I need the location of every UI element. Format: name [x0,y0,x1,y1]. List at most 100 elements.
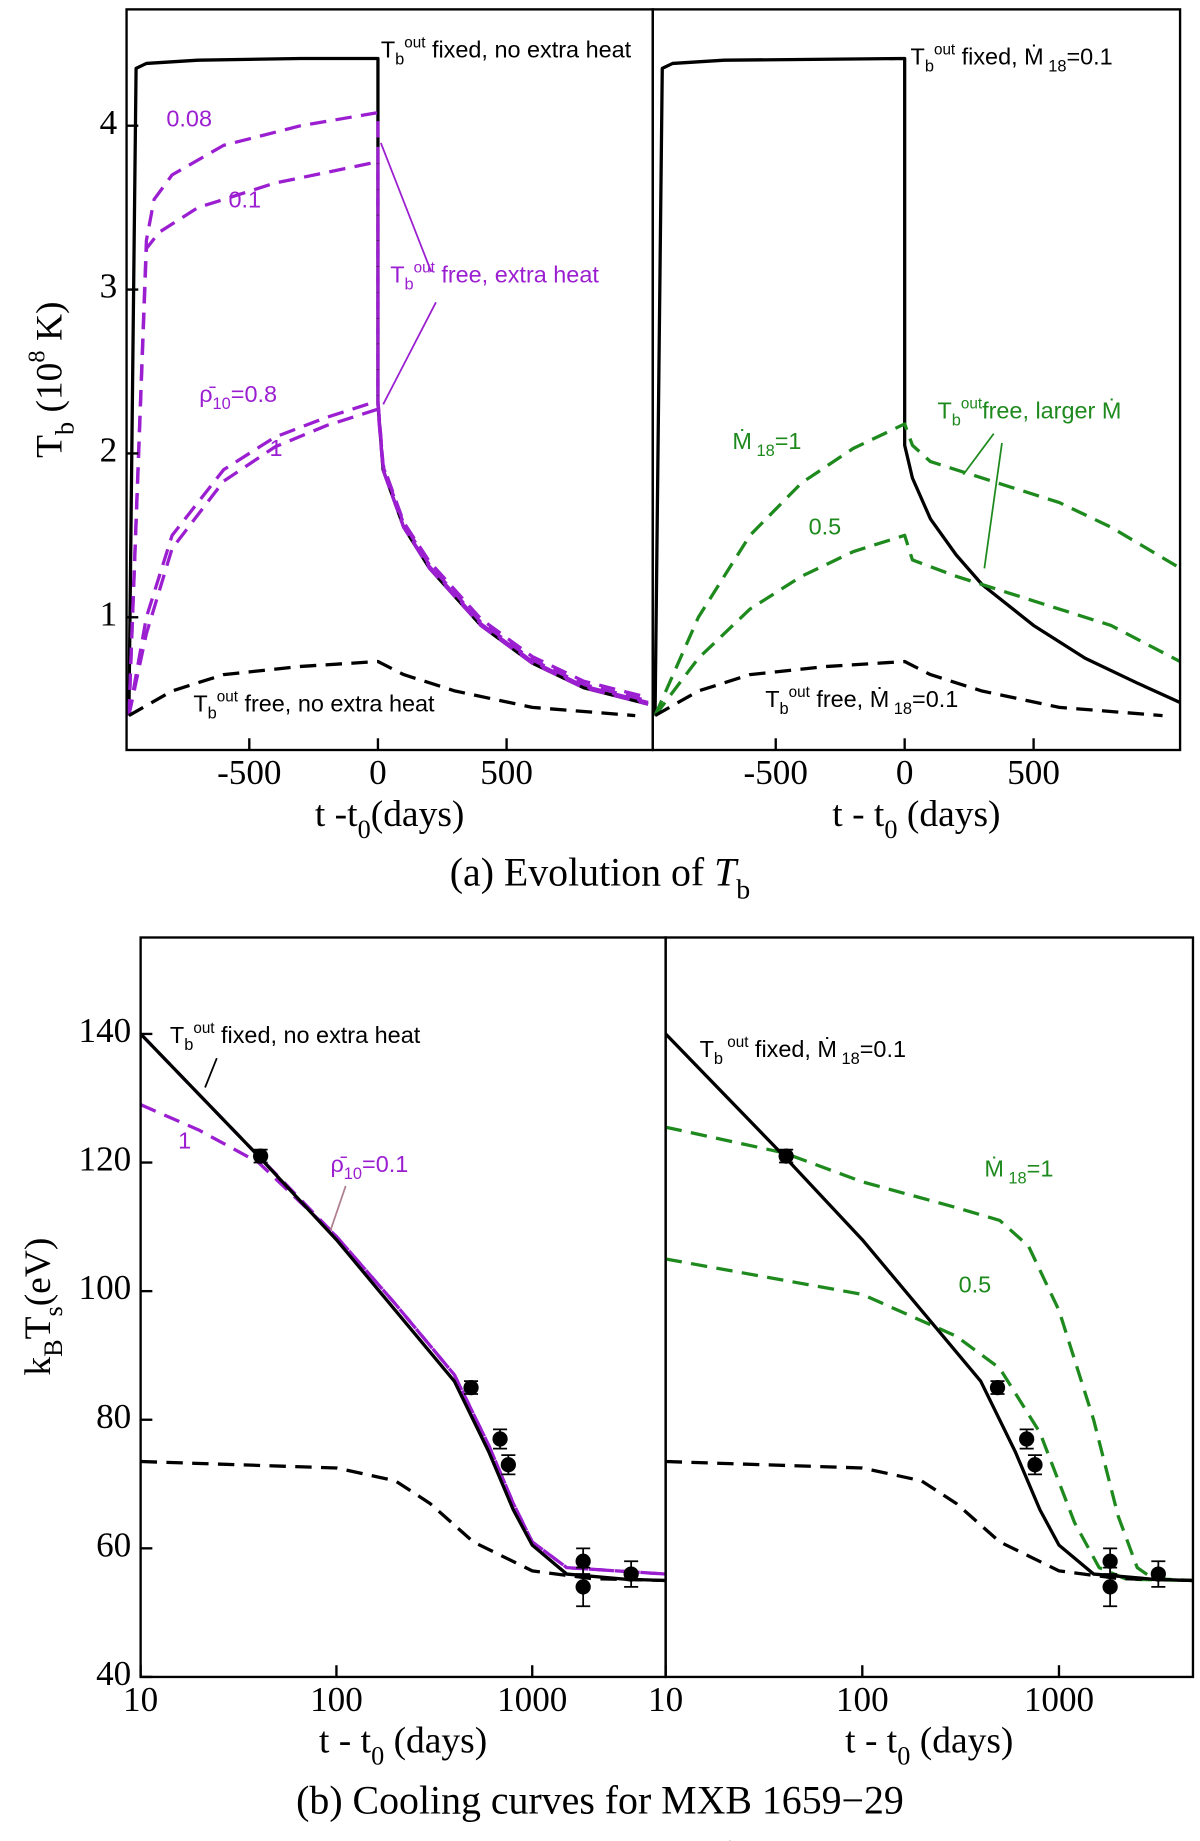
text-part: T [911,44,925,70]
annotation: 0.08 [166,106,212,132]
curve [127,407,649,716]
text-part: b [184,1036,193,1054]
text-part: fixed, Ṁ [748,1036,837,1062]
x-tick-label: 100 [310,1680,363,1719]
text-part: out [961,395,983,412]
data-point [623,1566,639,1582]
frame [651,8,1182,752]
curve [127,160,649,716]
text-part: T [700,1036,714,1062]
annotation: Tb out free, Ṁ 18=0.1 [683,1838,880,1841]
y-tick-label: 40 [96,1654,131,1693]
annotation: Ṁ 18=1 [732,428,801,460]
text-part: out [404,34,426,51]
text-part: out [193,1020,215,1037]
text-part: (days) [384,1720,487,1761]
text-part: 8 [24,350,51,362]
y-tick-label: 80 [96,1397,131,1436]
text-part: 0.08 [166,106,212,132]
x-tick-label: 500 [1007,753,1060,792]
text-part: s [39,1306,68,1316]
leader-line [204,1057,218,1088]
text-part: T [381,37,395,63]
data-point [252,1148,269,1164]
x-tick-label: 10 [648,1680,683,1719]
curve [653,56,1181,716]
y-tick-label: 60 [96,1525,131,1564]
x-tick-label: 500 [480,753,533,792]
data-point [575,1553,591,1569]
x-axis-label: t - t0 (days) [832,793,1000,843]
text-part: free, no extra heat [238,691,435,717]
curve [127,110,649,716]
y-tick-label: 120 [79,1140,132,1179]
annotation: ρ̄10=0.8 [199,381,277,413]
text-part: b [780,700,789,718]
text-part: 0.1 [229,187,262,213]
text-part: (b) Cooling curves for MXB 1659−29 [296,1778,904,1823]
x-tick-label: 0 [896,753,914,792]
text-part: =0.1 [860,1036,906,1062]
text-part: 0 [884,814,897,843]
text-part: b [714,1050,723,1068]
text-part: T [29,435,70,458]
text-part: Ṁ [984,1156,1004,1182]
curve [128,659,636,718]
y-tick-label: 3 [100,267,118,306]
leader-line [382,301,437,405]
curve [140,1459,666,1583]
x-tick-label: -500 [217,753,281,792]
curve [665,1257,1193,1583]
leader-line [983,442,1003,569]
leader-line [380,142,433,273]
text-part: 18 [889,700,912,718]
text-part: T [193,691,207,717]
panel: 10 100 1000 t - t0 (days) Tb out fixed, Ṁ 18… [648,936,1195,1841]
x-axis-label: t - t0 (days) [319,1720,487,1770]
text-part: =1 [775,428,802,454]
x-tick-label: 1000 [497,1680,567,1719]
text-part: 10 [344,1165,362,1183]
text-part: 18 [837,1050,860,1068]
text-part: (a) Evolution of [450,850,714,895]
text-part: T [765,686,779,712]
frame [664,936,1195,1679]
annotation: Tbout free, no extra heat [193,688,435,723]
y-tick-label: 1 [100,594,118,633]
text-part: b [405,276,414,294]
x-axis-label: t - t0 (days) [845,1720,1013,1770]
text-part: =0.8 [231,381,277,407]
text-part: T [937,398,951,424]
text-part: (eV) [18,1238,59,1307]
text-part: fixed, no extra heat [215,1022,421,1048]
curve [653,533,1181,717]
text-part: 18 [752,442,775,460]
curve [665,1125,1193,1583]
text-part: b [925,58,934,76]
curve [665,1032,1193,1583]
y-tick-label: 2 [100,430,118,469]
x-tick-label: 10 [123,1680,158,1719]
annotation: Tb out fixed, Ṁ 18=0.1 [700,1034,906,1069]
text-part: k [18,1357,59,1376]
text-part: (days) [371,793,465,834]
text-part: =0.1 [362,1151,408,1177]
text-part: b [395,51,404,69]
text-part: b [50,422,79,435]
data-point [500,1457,516,1473]
data-point [1027,1457,1043,1473]
annotation: 1 [178,1128,191,1154]
text-part: t -t [315,793,358,834]
text-part: (days) [910,1720,1013,1761]
y-axis-label: Tb (108 K) [24,301,79,458]
annotation: Tbout free, Ṁ 18=0.1 [765,683,958,718]
curve [140,1032,666,1576]
x-tick-label: 0 [369,753,387,792]
text-part: B [39,1339,68,1357]
data-point [492,1431,508,1447]
text-part: K) [29,301,70,350]
caption: (a) Evolution of Tb [450,850,750,906]
